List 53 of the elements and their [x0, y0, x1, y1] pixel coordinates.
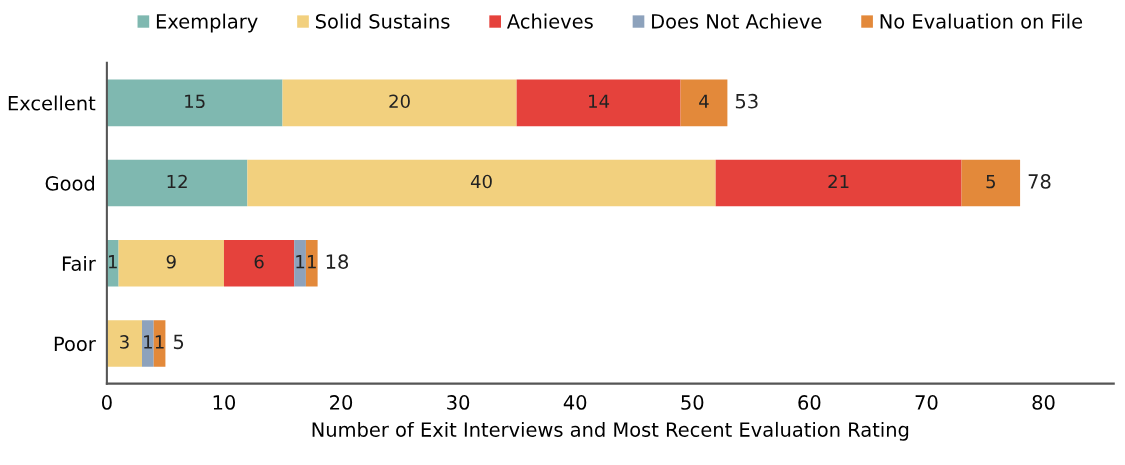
bar: [106, 159, 248, 207]
data-label: 12: [167, 174, 187, 189]
x-tick-label: 50: [681, 395, 704, 410]
y-tick-label: Fair: [62, 255, 96, 271]
x-tick-label: 0: [101, 395, 112, 410]
x-tick-label: 40: [563, 395, 587, 410]
bar: [106, 79, 283, 127]
bar: [223, 240, 295, 287]
y-tick-label: Excellent: [8, 95, 96, 111]
x-tick-label: 30: [447, 395, 470, 410]
bar: [715, 159, 962, 207]
bar: [247, 159, 716, 207]
bar: [305, 240, 318, 287]
x-tick-label: 20: [330, 395, 353, 410]
data-label: 3: [120, 335, 129, 349]
data-label: 20: [389, 94, 410, 109]
legend-label: Solid Sustains: [315, 13, 450, 29]
data-label: 1: [108, 255, 117, 269]
total-label: 53: [735, 93, 758, 109]
data-label: 9: [166, 254, 176, 269]
data-label: 1: [155, 335, 164, 349]
data-label: 14: [589, 94, 610, 108]
x-tick-label: 70: [915, 395, 938, 410]
legend-label: Exemplary: [156, 13, 258, 33]
x-tick-label: 80: [1032, 395, 1055, 410]
bar: [680, 79, 728, 127]
data-label: 6: [254, 254, 264, 269]
bar: [294, 240, 306, 287]
legend-label: Does Not Achieve: [652, 13, 822, 29]
bar: [516, 79, 681, 127]
bar: [118, 240, 224, 287]
x-axis-title: Number of Exit Interviews and Most Recent Evaluation Rating: [312, 421, 909, 441]
x-tick-label: 60: [798, 395, 821, 410]
data-label: 15: [185, 94, 205, 109]
legend-label: Achieves: [506, 13, 593, 29]
bar: [961, 159, 1021, 207]
y-tick-label: Poor: [54, 336, 96, 352]
data-label: 40: [470, 174, 492, 189]
bar: [106, 320, 142, 367]
data-label: 1: [296, 255, 305, 269]
total-label: 18: [326, 254, 349, 269]
total-label: 78: [1028, 174, 1051, 189]
total-label: 5: [173, 334, 184, 350]
x-tick-label: 10: [213, 395, 236, 410]
y-tick-label: Good: [45, 175, 94, 191]
data-label: 4: [699, 94, 709, 108]
data-label: 21: [828, 174, 849, 189]
bar: [142, 320, 154, 367]
legend-label: No Evaluation on File: [880, 13, 1083, 29]
data-label: 5: [986, 174, 995, 189]
data-label: 1: [308, 255, 316, 269]
data-label: 1: [144, 335, 152, 349]
bar: [282, 79, 517, 127]
